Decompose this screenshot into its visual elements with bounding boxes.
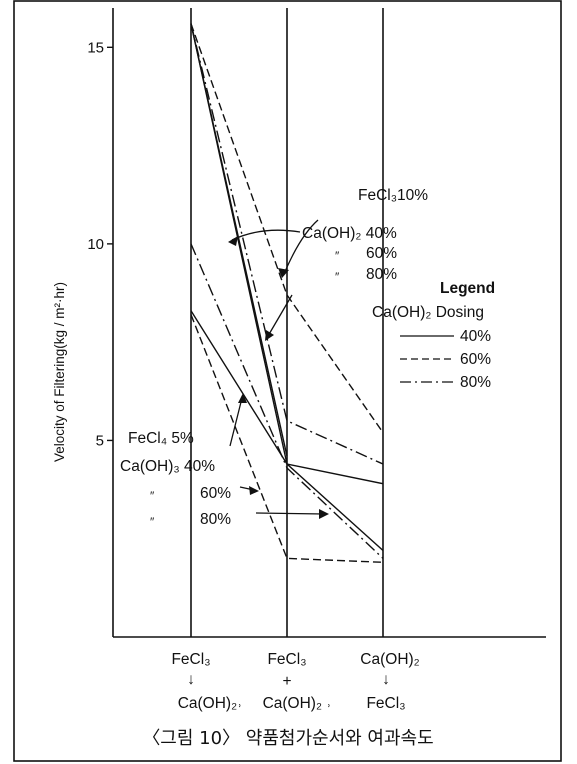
legend-label-60: 60%	[460, 351, 491, 368]
category-3-top: Ca(OH)₂	[360, 651, 419, 668]
category-2-plus: +	[282, 673, 291, 690]
y-axis-label: Velocity of Filtering(kg / m²·hr)	[52, 282, 67, 462]
legend-label-80: 80%	[460, 374, 491, 391]
series-line-3	[190, 23, 384, 465]
category-3-bottom: FeCl₃	[366, 695, 405, 712]
category-1-top: FeCl₃	[171, 651, 210, 668]
annotation-10-line2: 60%	[366, 245, 397, 262]
series-line-5	[190, 314, 384, 564]
arrowhead-5-60	[249, 486, 259, 495]
y-tick-label: 5	[96, 432, 104, 449]
annotation-5-ditto-1: ″	[150, 489, 155, 503]
legend: Legend Ca(OH)₂ Dosing 40% 60% 80%	[372, 280, 495, 391]
annotation-10-title: FeCl₃10%	[358, 187, 428, 204]
x-category-labels: FeCl₃ ↓ Ca(OH)₂˒ FeCl₃ + Ca(OH)₂ ˒ Ca(OH…	[171, 651, 419, 712]
category-1-arrow: ↓	[187, 671, 195, 688]
annotation-feCl4-5: FeCl₄ 5% Ca(OH)₃ 40% 60% 80% ″ ″	[120, 430, 231, 529]
figure-caption: 〈그림 10〉 약품첨가순서와 여과속도	[142, 728, 433, 749]
arrowhead-5-40	[238, 393, 247, 403]
annotation-feCl3-10: FeCl₃10% Ca(OH)₂ 40% 60% 80% ″ ″	[302, 187, 428, 284]
series-line-6	[190, 243, 384, 559]
pointer-10-60	[283, 219, 319, 275]
arrowhead-5-80	[319, 509, 329, 519]
annotation-5-line3: 80%	[200, 511, 231, 528]
legend-title: Legend	[440, 280, 495, 297]
series-line-4	[190, 310, 384, 552]
figure-frame	[13, 0, 562, 762]
y-tick-label: 10	[87, 236, 104, 253]
pointer-10-80	[267, 294, 293, 337]
annotation-10-line1: Ca(OH)₂ 40%	[302, 225, 397, 242]
series-line-7	[190, 23, 288, 457]
legend-label-40: 40%	[460, 328, 491, 345]
category-2-bottom: Ca(OH)₂ ˒	[263, 695, 332, 712]
annotation-10-line3: 80%	[366, 266, 397, 283]
series-lines	[190, 23, 384, 564]
annotation-10-ditto-2: ″	[335, 270, 340, 284]
arrowhead-10-60	[278, 268, 289, 278]
pointer-5-80	[255, 512, 325, 515]
annotation-10-ditto-1: ″	[335, 249, 340, 263]
category-3-arrow: ↓	[382, 671, 390, 688]
annotation-arrowheads	[228, 236, 329, 519]
arrowhead-10-40	[228, 236, 238, 246]
annotation-5-title: FeCl₄ 5%	[128, 430, 194, 447]
arrowhead-10-80	[265, 330, 274, 341]
annotation-5-line1: Ca(OH)₃ 40%	[120, 458, 215, 475]
y-tick-label: 15	[87, 39, 104, 56]
pointer-10-40	[231, 229, 301, 241]
category-2-top: FeCl₃	[267, 651, 306, 668]
annotation-5-line2: 60%	[200, 485, 231, 502]
category-1-bottom: Ca(OH)₂˒	[178, 695, 243, 712]
y-ticks: 5 10 15	[87, 39, 113, 449]
series-line-2	[190, 23, 384, 433]
annotation-5-ditto-2: ″	[150, 515, 155, 529]
legend-subtitle: Ca(OH)₂ Dosing	[372, 304, 484, 321]
plot-axes	[112, 8, 546, 638]
